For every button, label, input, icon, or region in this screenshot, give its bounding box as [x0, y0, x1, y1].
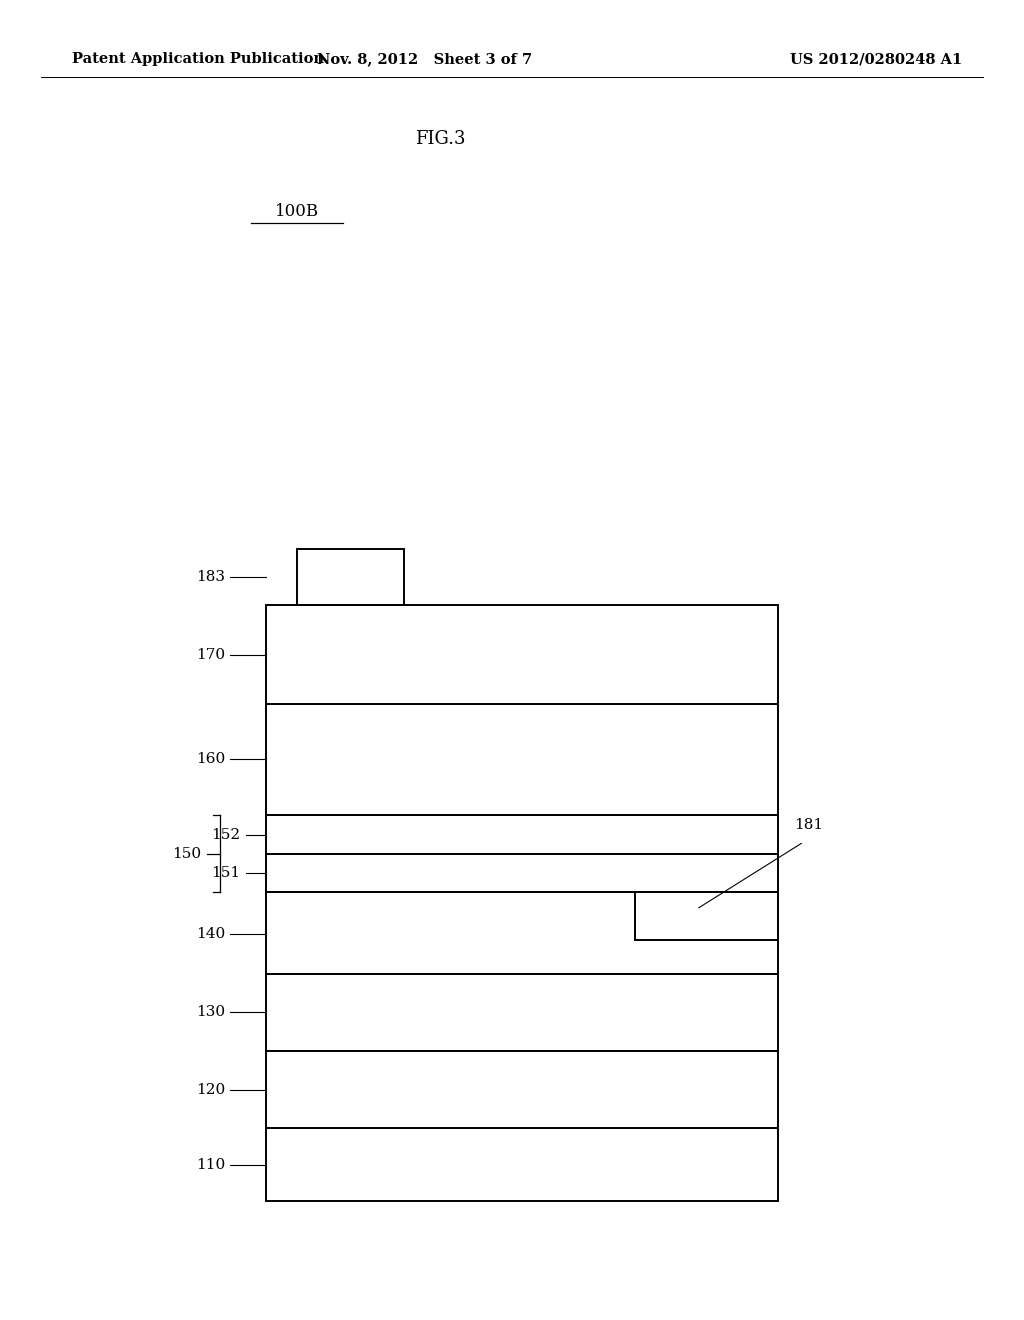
- Text: 181: 181: [795, 817, 823, 832]
- Text: 150: 150: [173, 846, 202, 861]
- Text: 100B: 100B: [274, 203, 319, 219]
- Bar: [635, 892, 778, 940]
- Text: Nov. 8, 2012   Sheet 3 of 7: Nov. 8, 2012 Sheet 3 of 7: [317, 53, 532, 66]
- Bar: [266, 854, 778, 892]
- Bar: [266, 814, 778, 854]
- Text: 183: 183: [197, 570, 225, 585]
- Bar: [297, 549, 404, 605]
- Text: 160: 160: [196, 752, 225, 767]
- Bar: [266, 605, 778, 704]
- Text: FIG.3: FIG.3: [415, 129, 466, 148]
- Bar: [266, 974, 778, 1051]
- Bar: [266, 1051, 778, 1129]
- Text: 170: 170: [197, 648, 225, 661]
- Text: 152: 152: [212, 828, 241, 842]
- Text: 130: 130: [197, 1006, 225, 1019]
- Text: Patent Application Publication: Patent Application Publication: [72, 53, 324, 66]
- Text: US 2012/0280248 A1: US 2012/0280248 A1: [791, 53, 963, 66]
- Bar: [266, 1129, 778, 1201]
- Text: 151: 151: [212, 866, 241, 880]
- Bar: [266, 892, 778, 974]
- Bar: [266, 704, 778, 814]
- Text: 120: 120: [196, 1082, 225, 1097]
- Text: 140: 140: [196, 927, 225, 941]
- Text: 110: 110: [196, 1158, 225, 1172]
